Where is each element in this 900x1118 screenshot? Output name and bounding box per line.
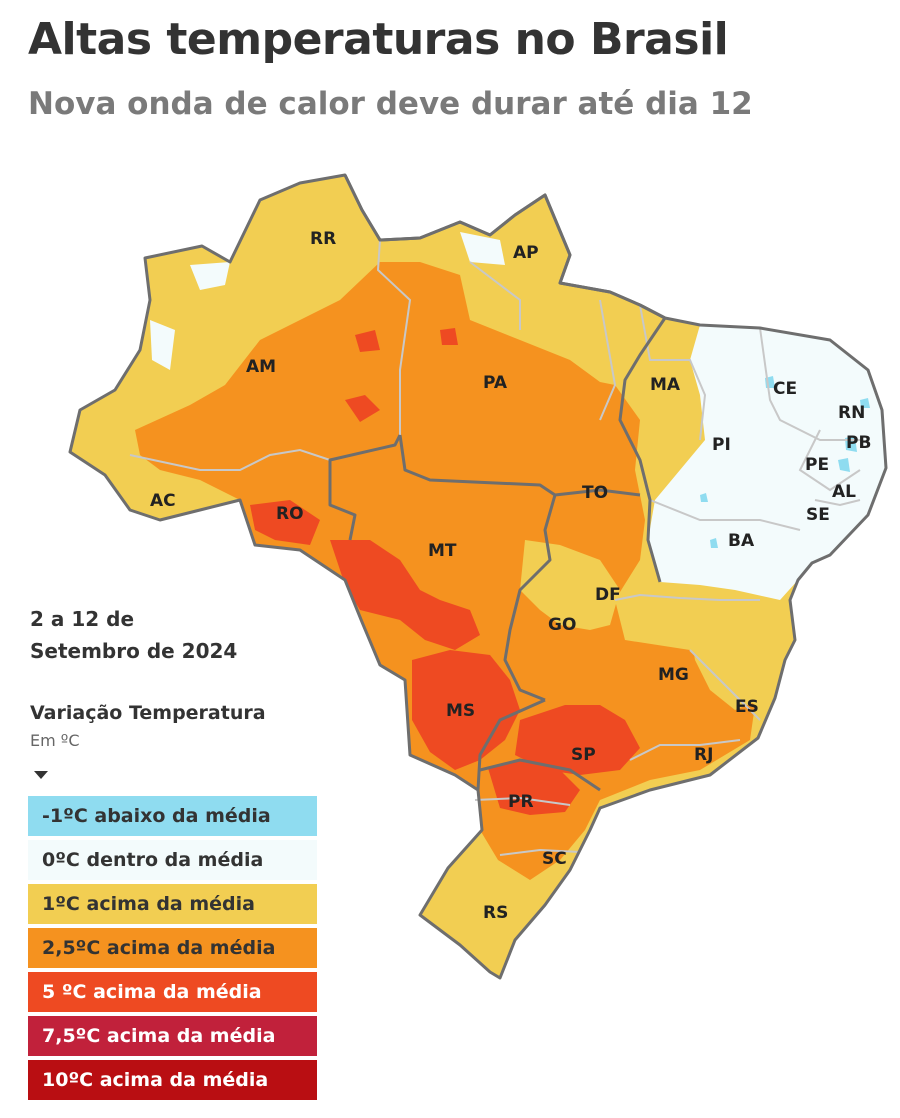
state-label-se: SE: [806, 505, 830, 525]
country-border: [68, 173, 888, 980]
state-label-pb: PB: [846, 433, 871, 453]
legend-item-normal: 0ºC dentro da média: [28, 840, 317, 880]
state-label-sc: SC: [542, 849, 567, 869]
zone-normal-north-3: [150, 320, 175, 370]
zone-5-sp: [515, 705, 640, 775]
state-label-pr: PR: [508, 792, 534, 812]
state-label-mt: MT: [428, 541, 457, 561]
state-label-es: ES: [735, 697, 759, 717]
legend-item-above-7-5: 7,5ºC acima da média: [28, 1016, 317, 1056]
legend-item-above-5: 5 ºC acima da média: [28, 972, 317, 1012]
state-label-ms: MS: [446, 701, 475, 721]
zone-5-ro: [250, 500, 320, 545]
state-label-pa: PA: [483, 373, 508, 393]
zone-normal-north-1: [190, 262, 230, 290]
zone-1-mg: [690, 630, 770, 710]
state-label-ac: AC: [150, 491, 176, 511]
state-label-sp: SP: [571, 745, 596, 765]
state-label-ap: AP: [513, 243, 539, 263]
state-label-rr: RR: [310, 229, 336, 249]
state-label-al: AL: [832, 482, 856, 502]
state-labels: RR AP AM PA MA CE RN PB PI PE AL SE AC R…: [150, 229, 871, 923]
state-borders: [129, 239, 861, 856]
legend-item-above-10: 10ºC acima da média: [28, 1060, 317, 1100]
zone-5-mt: [330, 540, 480, 650]
state-label-ba: BA: [728, 531, 755, 551]
state-label-rn: RN: [838, 403, 865, 423]
zone-5-ms: [412, 650, 520, 770]
legend: -1ºC abaixo da média 0ºC dentro da média…: [28, 796, 317, 1104]
state-label-ce: CE: [773, 379, 797, 399]
state-label-df: DF: [595, 585, 621, 605]
map-subtitle: Nova onda de calor deve durar até dia 12: [28, 86, 753, 122]
state-label-mg: MG: [658, 665, 689, 685]
period-label: 2 a 12 de Setembro de 2024: [30, 603, 237, 667]
period-line-2: Setembro de 2024: [30, 639, 238, 663]
zone-5-am-spots: [345, 328, 458, 422]
legend-item-above-1: 1ºC acima da média: [28, 884, 317, 924]
zone-normal-north-2: [460, 232, 505, 265]
legend-unit: Em ºC: [30, 731, 80, 750]
legend-item-above-2-5: 2,5ºC acima da média: [28, 928, 317, 968]
state-label-am: AM: [246, 357, 276, 377]
state-label-to: TO: [582, 483, 608, 503]
zone-1-go: [520, 540, 620, 630]
state-label-pi: PI: [712, 435, 731, 455]
legend-arrow-down-icon: [34, 771, 48, 779]
legend-item-below-1: -1ºC abaixo da média: [28, 796, 317, 836]
state-label-ro: RO: [276, 504, 304, 524]
zone-normal-northeast: [648, 325, 886, 600]
map-title: Altas temperaturas no Brasil: [28, 14, 729, 65]
state-label-ma: MA: [650, 375, 681, 395]
state-label-go: GO: [548, 615, 576, 635]
state-label-rj: RJ: [694, 745, 713, 765]
zone-5-pr: [488, 760, 580, 815]
state-label-pe: PE: [805, 455, 829, 475]
state-label-rs: RS: [483, 903, 508, 923]
period-line-1: 2 a 12 de: [30, 607, 135, 631]
legend-title: Variação Temperatura: [30, 702, 266, 724]
